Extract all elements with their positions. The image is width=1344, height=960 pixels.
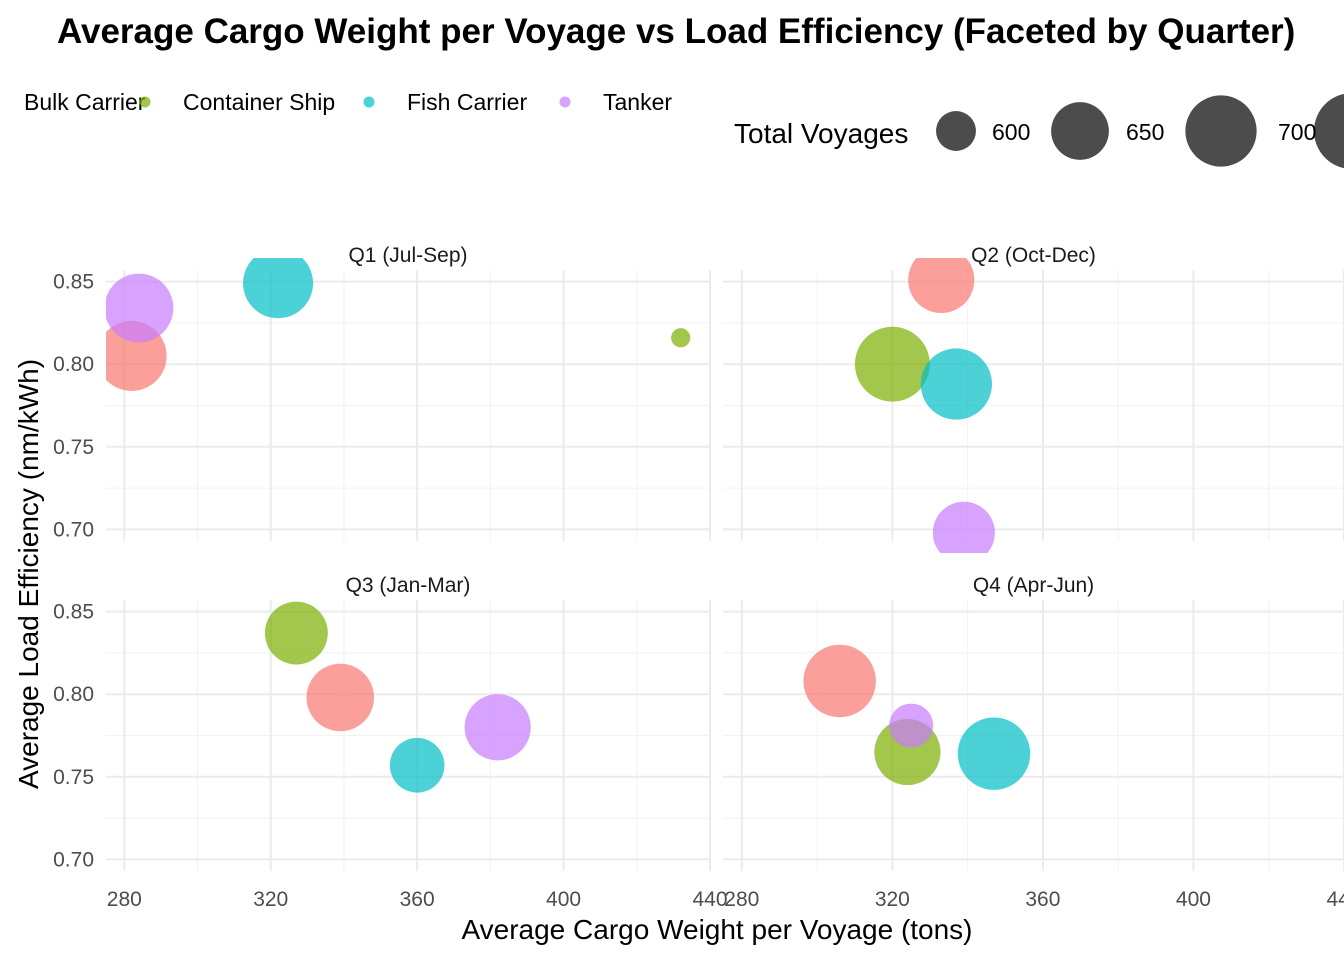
legend-label: Fish Carrier (407, 89, 527, 115)
x-axis-title: Average Cargo Weight per Voyage (tons) (461, 914, 972, 945)
x-tick-label: 440 (692, 888, 727, 911)
y-tick-label: 0.70 (53, 848, 94, 871)
size-legend-key (1051, 102, 1109, 160)
data-point (389, 737, 445, 793)
color-legend: Bulk Carrier Container Ship Fish Carrier Ta… (24, 89, 672, 115)
points-layer (264, 601, 531, 793)
data-point (306, 663, 375, 732)
size-legend-label: 650 (1126, 119, 1164, 145)
facet-panel: Q4 (Apr-Jun) 280 320 360 400 440 (723, 574, 1344, 911)
data-point (671, 328, 691, 348)
data-point (464, 694, 531, 761)
facet-panels: Q1 (Jul-Sep) 0.70 0.75 0.80 0.85 Q2 (Oct-Dec)… (53, 244, 1344, 911)
data-point (908, 258, 975, 313)
x-tick-label: 360 (400, 888, 435, 911)
data-point (264, 601, 328, 665)
legend-key (363, 96, 375, 108)
data-point (932, 501, 995, 553)
size-legend: Total Voyages 600 650 700 (734, 93, 1344, 169)
facet-label: Q2 (Oct-Dec) (971, 244, 1096, 267)
y-axis-title: Average Load Efficiency (nm/kWh) (13, 359, 44, 789)
legend-key (139, 96, 151, 108)
size-legend-label: 700 (1278, 119, 1316, 145)
data-point (854, 326, 930, 402)
size-legend-key (1314, 93, 1344, 169)
x-tick-label: 360 (1025, 888, 1060, 911)
x-tick-label: 320 (253, 888, 288, 911)
legend-label: Container Ship (183, 89, 335, 115)
points-layer (106, 258, 691, 391)
y-tick-label: 0.80 (53, 683, 94, 706)
x-tick-label: 440 (1326, 888, 1344, 911)
facet-label: Q3 (Jan-Mar) (346, 574, 471, 597)
points-layer (854, 258, 995, 553)
data-point (803, 644, 876, 718)
data-point (957, 717, 1031, 790)
legend-label: Bulk Carrier (24, 89, 146, 115)
x-tick-label: 400 (1176, 888, 1211, 911)
facet-panel: Q3 (Jan-Mar) 0.70 0.75 0.80 0.85 280 320 360 400… (53, 574, 727, 911)
size-legend-title: Total Voyages (734, 118, 908, 149)
y-tick-label: 0.85 (53, 601, 94, 624)
size-legend-key (1185, 95, 1257, 167)
data-point (243, 258, 314, 319)
x-tick-label: 400 (546, 888, 581, 911)
y-tick-label: 0.75 (53, 766, 94, 789)
legend-label: Tanker (603, 89, 672, 115)
legend-key (559, 96, 571, 108)
y-tick-label: 0.70 (53, 518, 94, 541)
x-tick-label: 320 (875, 888, 910, 911)
data-point (889, 703, 934, 748)
facet-panel: Q1 (Jul-Sep) 0.70 0.75 0.80 0.85 (53, 244, 711, 541)
facet-panel: Q2 (Oct-Dec) (723, 244, 1344, 553)
chart-title: Average Cargo Weight per Voyage vs Load … (57, 12, 1295, 51)
data-point (106, 273, 174, 343)
facet-label: Q4 (Apr-Jun) (973, 574, 1094, 597)
size-legend-label: 600 (992, 119, 1030, 145)
size-legend-key (936, 111, 976, 151)
y-tick-label: 0.85 (53, 271, 94, 294)
y-tick-label: 0.80 (53, 353, 94, 376)
points-layer (803, 644, 1031, 790)
x-tick-label: 280 (107, 888, 142, 911)
data-point (920, 348, 992, 420)
y-tick-label: 0.75 (53, 436, 94, 459)
facet-label: Q1 (Jul-Sep) (348, 244, 467, 267)
x-tick-label: 280 (724, 888, 759, 911)
